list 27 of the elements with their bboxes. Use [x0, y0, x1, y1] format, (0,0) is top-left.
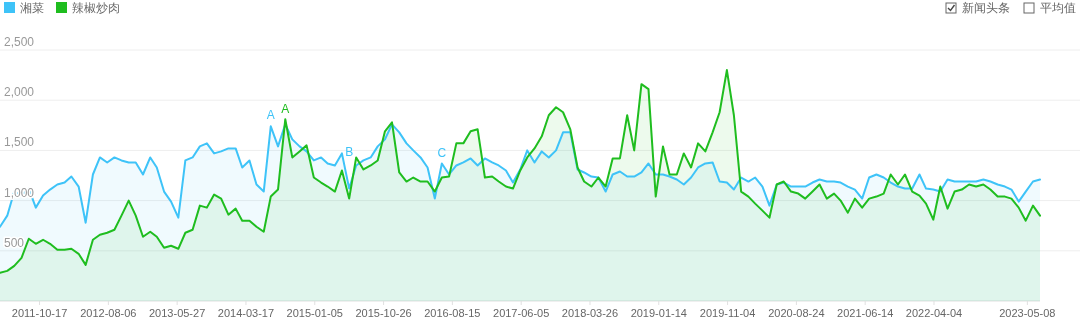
x-tick-label: 2020-08-24 [768, 307, 825, 319]
x-tick-label: 2021-06-14 [837, 307, 894, 319]
text: 新闻头条 [962, 1, 1010, 15]
y-tick-label: 1,500 [4, 135, 35, 150]
x-tick-label: 2015-01-05 [286, 307, 343, 319]
x-tick-label: 2023-05-08 [999, 307, 1056, 319]
legend-label: 辣椒炒肉 [72, 1, 120, 15]
x-tick-label: 2012-08-06 [80, 307, 137, 319]
text: 平均值 [1040, 1, 1076, 15]
y-tick-label: 2,500 [4, 35, 35, 49]
x-tick-label: 2014-03-17 [217, 307, 275, 319]
y-tick-label: 500 [4, 235, 25, 250]
x-tick-label: 2013-05-27 [149, 307, 206, 319]
y-tick-label: 2,000 [4, 85, 35, 100]
legend-label: 湘菜 [20, 1, 44, 15]
x-tick-label: 2022-04-04 [905, 307, 963, 319]
annotation: A [281, 102, 290, 117]
x-tick-label: 2015-10-26 [355, 307, 412, 319]
x-tick-label: 2017-06-05 [493, 307, 550, 319]
x-tick-label: 2019-01-14 [630, 307, 687, 319]
x-tick-label: 2011-10-17 [11, 307, 68, 319]
x-tick-label: 2016-08-15 [424, 307, 481, 319]
annotation: A [266, 108, 275, 123]
x-tick-label: 2019-11-04 [699, 307, 756, 319]
annotation: B [345, 145, 354, 160]
x-tick-label: 2018-03-26 [561, 307, 619, 319]
annotation: C [437, 146, 447, 161]
